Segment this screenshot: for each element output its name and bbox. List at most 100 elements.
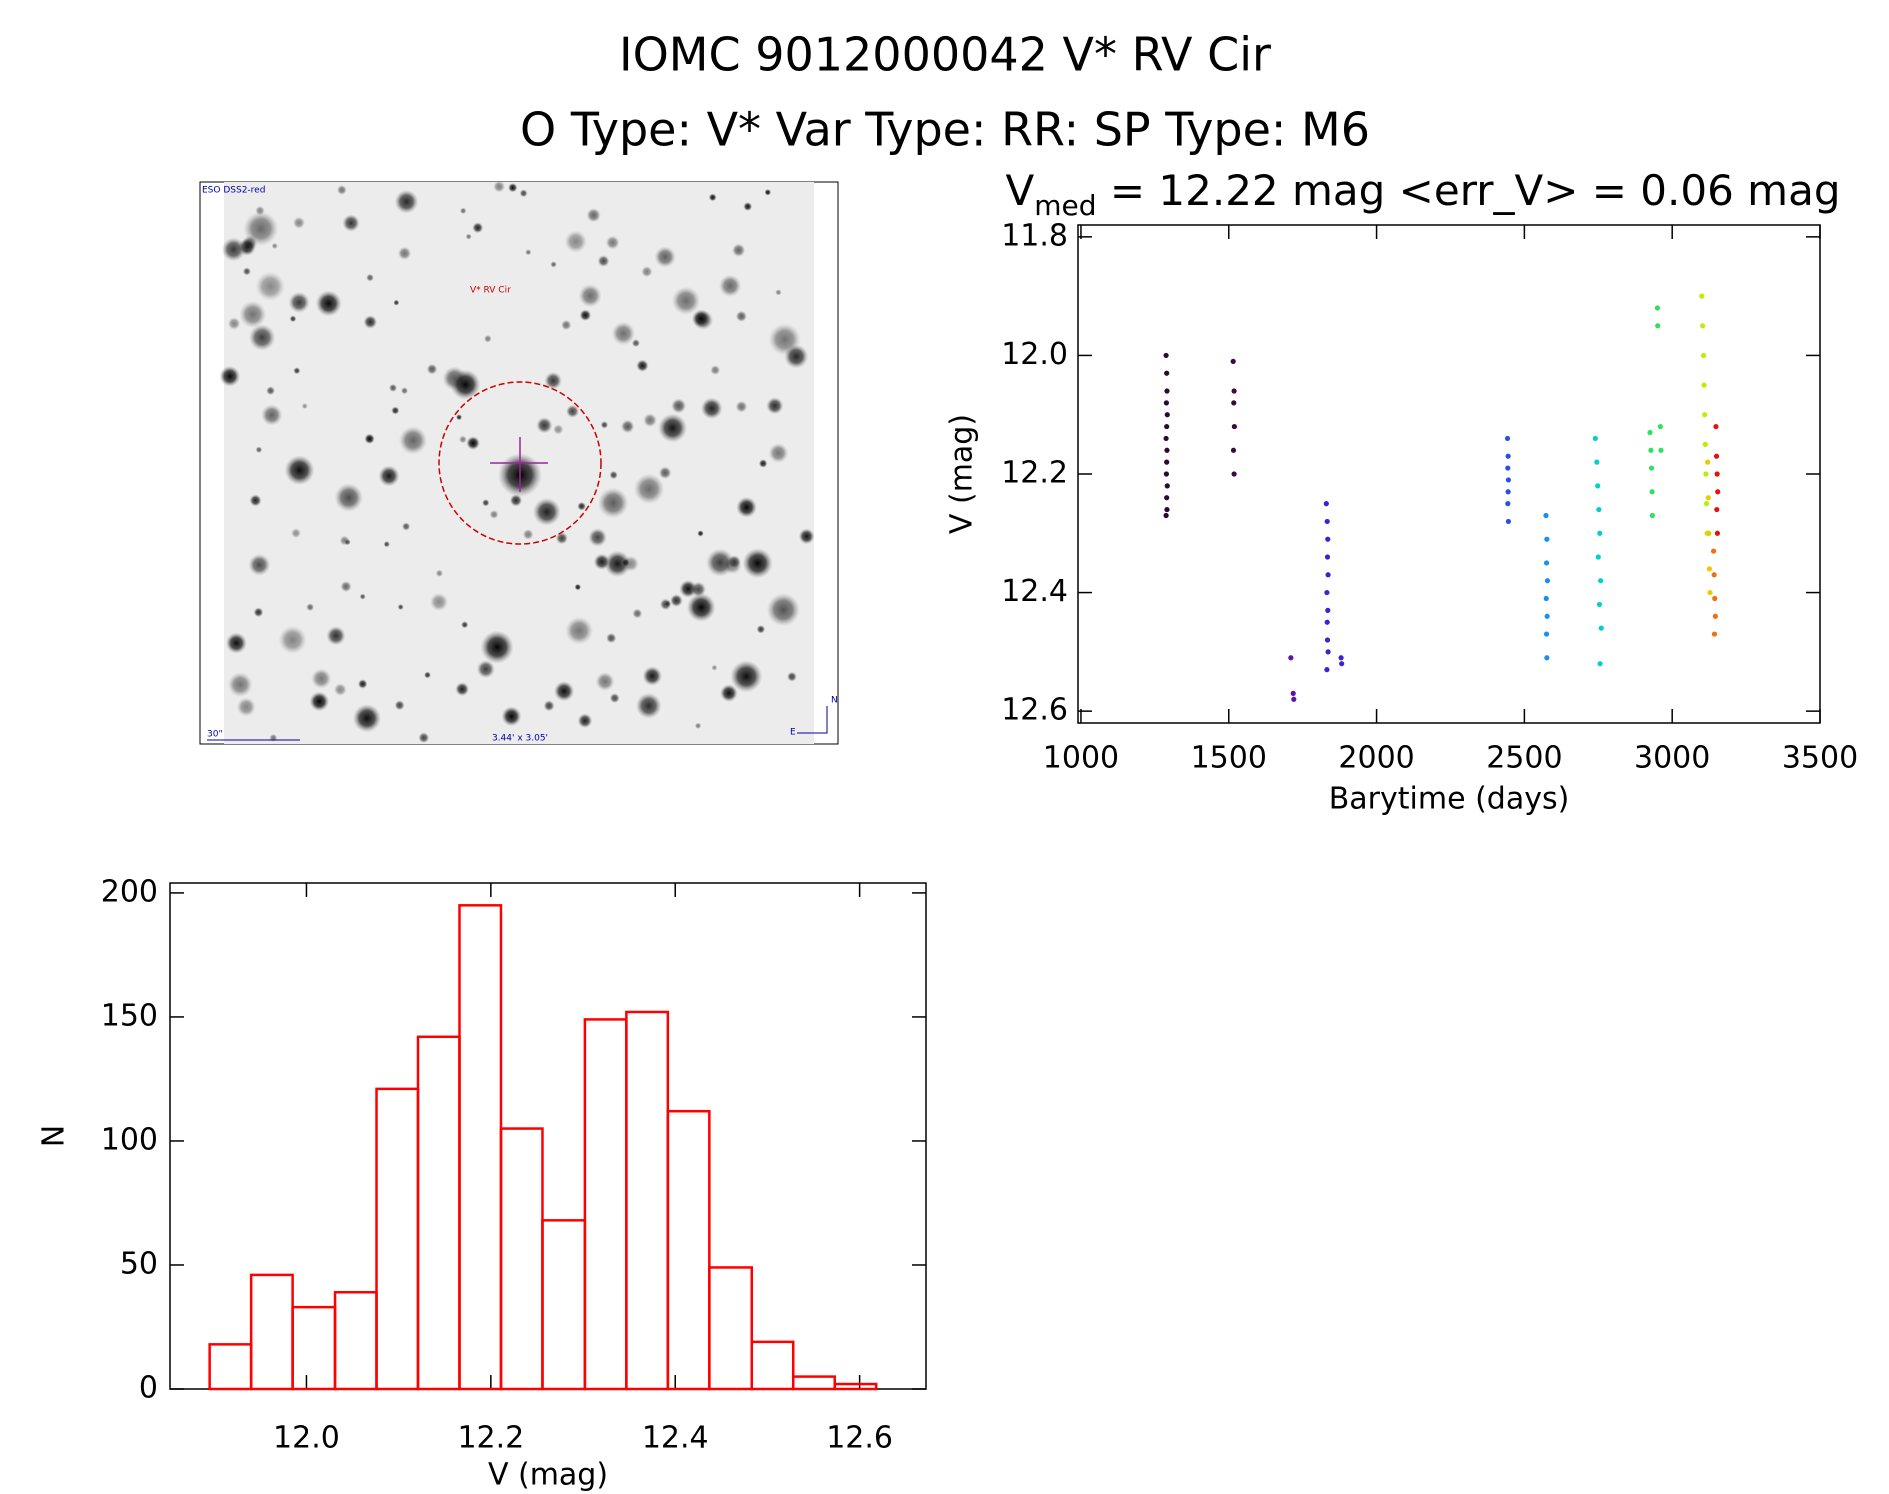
star [249,494,262,507]
star [455,414,463,421]
star [288,291,310,313]
star [388,383,398,392]
star [609,693,620,704]
data-point [1648,465,1655,471]
x-axis-label: V (mag) [488,1458,608,1493]
star [480,630,514,664]
data-point [1164,412,1170,418]
data-point [1714,506,1720,513]
star [301,403,308,410]
star [718,274,742,297]
star [588,528,607,547]
star [536,417,553,434]
star [311,668,332,689]
star [397,603,404,611]
star [336,185,347,195]
star [482,499,490,507]
data-point [1706,566,1713,572]
star [326,626,346,646]
star [461,621,469,629]
star [344,538,351,546]
data-point [1595,483,1601,489]
data-point [1231,471,1237,477]
histogram-bar [708,1266,754,1391]
star [522,529,534,540]
data-point [1163,435,1169,442]
star [248,324,276,351]
data-point [1657,423,1663,430]
data-point [1654,305,1661,311]
star [378,465,400,487]
star [564,230,588,253]
star [691,309,711,328]
star [711,664,718,671]
stars [219,180,815,744]
star [398,426,428,455]
data-point [1715,489,1721,495]
star [401,522,411,531]
data-point [1324,637,1331,643]
star [604,550,631,578]
star [525,249,532,256]
star [239,300,267,328]
star [401,387,409,395]
y-tick-label: 150 [101,998,158,1033]
data-point [1505,501,1511,507]
data-point [1649,512,1655,519]
data-point [1598,578,1604,584]
star [219,365,241,387]
star [315,290,342,317]
data-point [1658,447,1664,453]
star [227,672,253,698]
data-point [1705,495,1711,501]
star [578,284,602,308]
data-point [1505,477,1512,483]
data-point [1710,548,1717,554]
star [611,321,636,346]
star [363,315,378,329]
data-point [1701,382,1707,388]
star [393,299,400,306]
star [242,235,258,251]
star [555,532,568,545]
star [391,406,400,415]
data-point [1592,435,1598,442]
data-point [1164,370,1170,376]
title-main: V [1006,166,1035,215]
data-point [1706,530,1712,536]
data-point [1649,489,1655,495]
star [710,365,721,376]
star [340,580,352,593]
data-point [1505,465,1511,471]
data-point [1598,625,1604,631]
star [632,608,643,619]
star [426,363,438,375]
star [654,246,676,268]
data-point [1707,589,1713,596]
data-point [1705,459,1711,465]
star [383,540,390,548]
data-point [1230,358,1236,364]
data-point [1505,518,1512,525]
data-point [1544,613,1550,619]
star [635,692,662,719]
star [458,435,467,444]
star [566,404,580,418]
y-tick-label: 12.4 [1001,574,1068,609]
y-tick-label: 50 [120,1246,158,1281]
data-point [1543,595,1549,602]
data-point [1231,423,1237,430]
star [261,404,283,426]
star [609,470,618,480]
data-point [1648,447,1654,453]
star [466,436,480,450]
data-point [1164,423,1170,430]
star [227,317,241,330]
star [236,697,256,717]
data-point [1325,607,1331,613]
star [700,397,723,420]
star [756,624,766,634]
star [642,666,662,686]
star [333,683,347,697]
